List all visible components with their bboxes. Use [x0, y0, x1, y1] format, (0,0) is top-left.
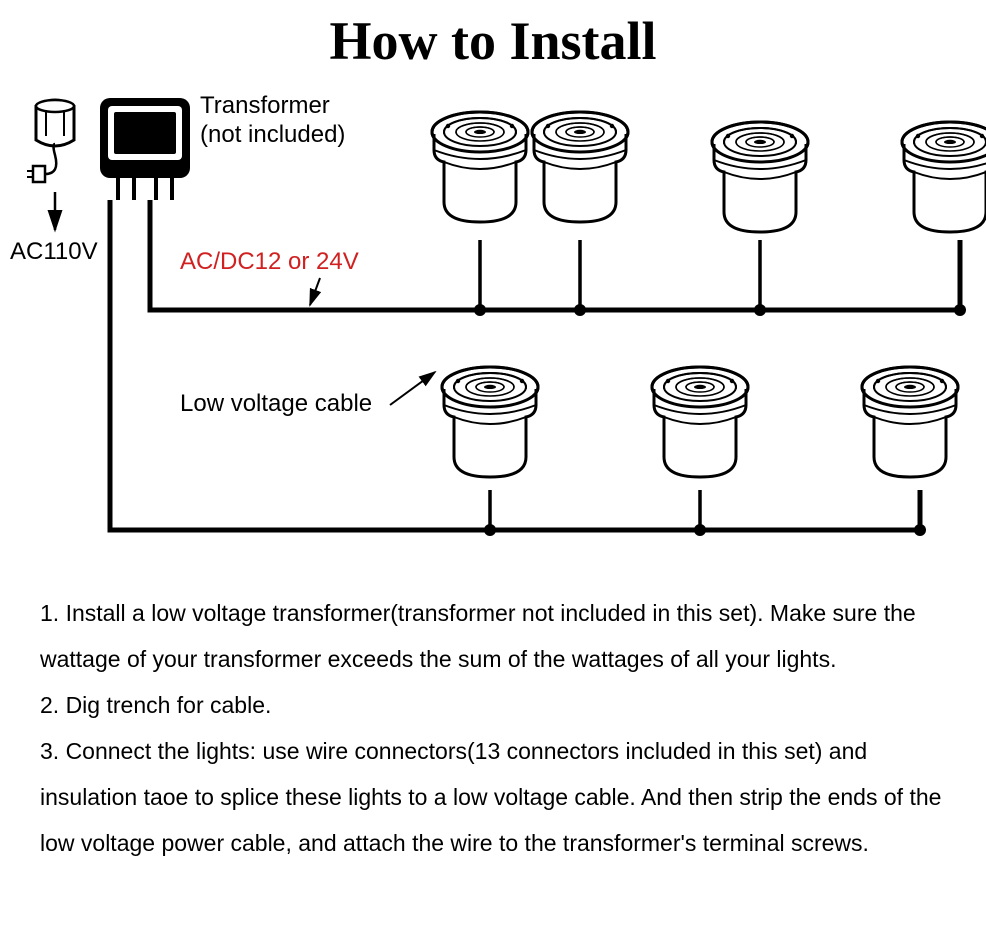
- light-fixture-icon: [432, 112, 528, 222]
- ac-input-label: AC110V: [10, 238, 98, 267]
- arrow-low-voltage-cable: [390, 372, 435, 405]
- instructions-text: 1. Install a low voltage transformer(tra…: [40, 590, 946, 866]
- light-fixture-icon: [652, 367, 748, 477]
- page-title: How to Install: [0, 10, 986, 72]
- arrow-voltage: [310, 278, 320, 305]
- outlet-icon: [36, 100, 74, 146]
- low-voltage-cable-label: Low voltage cable: [180, 390, 372, 419]
- voltage-label: AC/DC12 or 24V: [180, 248, 359, 277]
- instruction-step-3: 3. Connect the lights: use wire connecto…: [40, 728, 946, 866]
- wiring-diagram: Transformer (not included) AC110V AC/DC1…: [0, 80, 986, 560]
- light-fixture-icon: [532, 112, 628, 222]
- light-fixture-icon: [902, 122, 986, 232]
- light-fixture-icon: [442, 367, 538, 477]
- transformer-label: Transformer (not included): [200, 92, 345, 150]
- instruction-step-1: 1. Install a low voltage transformer(tra…: [40, 590, 946, 682]
- instruction-step-2: 2. Dig trench for cable.: [40, 682, 946, 728]
- light-fixture-icon: [862, 367, 958, 477]
- plug-icon: [27, 144, 56, 182]
- light-fixture-icon: [712, 122, 808, 232]
- transformer-icon: [100, 98, 190, 200]
